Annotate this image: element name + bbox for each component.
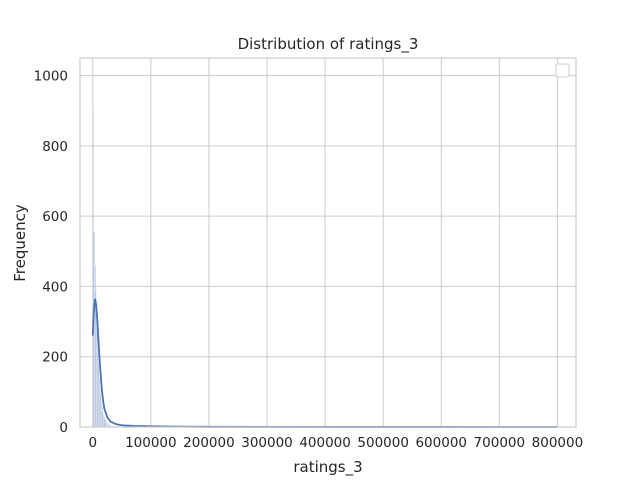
x-tick-label: 700000 [474,435,526,451]
histogram-bar [92,107,94,428]
histogram-bar [96,314,98,428]
y-tick-label: 1000 [34,69,68,85]
histogram-bar [103,414,105,428]
y-tick-label: 600 [42,209,68,225]
x-tick-label: 0 [88,435,97,451]
histogram-bar [106,422,108,428]
x-tick-label: 400000 [299,435,351,451]
y-tick-label: 400 [42,279,68,295]
histogram-bar [100,395,102,428]
y-tick-labels: 0 200 400 600 800 1000 [34,69,68,436]
histogram-bar [97,353,99,428]
x-tick-label: 300000 [241,435,293,451]
chart-title: Distribution of ratings_3 [238,35,419,54]
histogram-bar [102,411,104,428]
histogram-bar [99,388,101,428]
y-axis-label: Frequency [11,204,29,282]
histogram-bar [94,265,96,428]
x-axis-label: ratings_3 [293,458,362,477]
x-tick-label: 500000 [357,435,409,451]
x-tick-labels: 0 100000 200000 300000 400000 500000 600000 700… [88,435,583,451]
histogram-bar [96,333,98,428]
grid [80,58,576,428]
histogram-bar [105,419,107,428]
legend-box [555,63,570,78]
plot-frame [79,57,577,428]
y-tick-label: 0 [59,420,68,436]
x-tick-label: 800000 [532,435,584,451]
x-tick-label: 200000 [183,435,235,451]
histogram-bar [105,421,107,428]
y-tick-label: 200 [42,350,68,366]
histogram-bar [98,365,100,428]
x-tick-label: 100000 [125,435,177,451]
histogram-bar [103,416,105,428]
histogram-bar [94,231,95,428]
histogram-bar [104,418,106,428]
histogram-bar [101,402,102,428]
y-tick-label: 800 [42,139,68,155]
x-tick-label: 600000 [415,435,467,451]
histogram-bar [101,407,103,428]
histogram-bar [98,377,100,428]
